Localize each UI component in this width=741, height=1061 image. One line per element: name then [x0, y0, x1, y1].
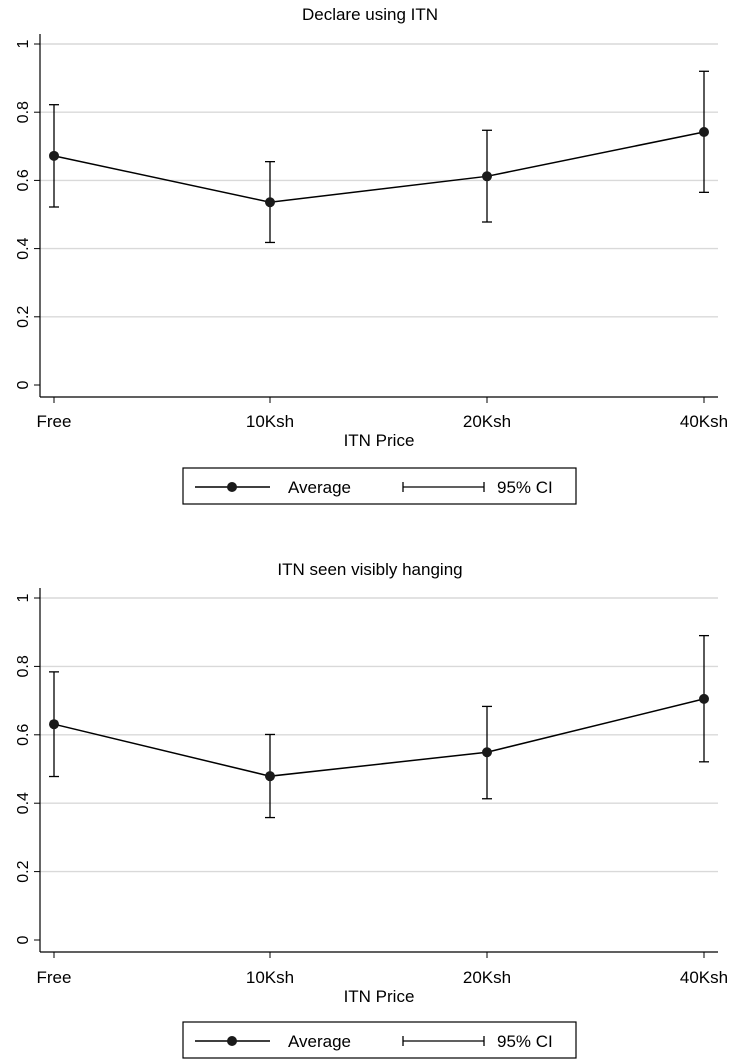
- y-tick-label: 0: [15, 380, 32, 389]
- x-tick-label: 40Ksh: [680, 412, 728, 431]
- chart-panel-hanging: ITN seen visibly hanging 0 0.2 0.4 0.6 0.8 1 Fr…: [15, 560, 728, 1059]
- data-point: [482, 171, 492, 182]
- data-point: [265, 197, 275, 208]
- x-axis-label: ITN Price: [344, 431, 415, 450]
- chart-title: Declare using ITN: [302, 5, 438, 24]
- chart-panel-declare: Declare using ITN 0 0.2 0.4 0.6 0.8 1 Free 10Ksh…: [15, 5, 728, 505]
- series-line-average: [53, 131, 705, 203]
- y-tick-label: 1: [15, 593, 32, 602]
- legend-label-ci: 95% CI: [497, 1032, 553, 1051]
- x-tick-label: Free: [37, 968, 72, 987]
- y-tick-label: 0.6: [15, 724, 32, 746]
- y-tick-label: 0.4: [15, 792, 32, 814]
- x-tick-label: 10Ksh: [246, 412, 294, 431]
- data-point: [699, 126, 709, 137]
- legend-average-marker: [227, 482, 237, 492]
- y-tick-label: 0.2: [15, 306, 32, 328]
- y-tick-label: 0.8: [15, 655, 32, 677]
- x-tick-label: 40Ksh: [680, 968, 728, 987]
- legend-box: [182, 1021, 577, 1059]
- legend-label-average: Average: [288, 478, 351, 497]
- legend-average-marker: [227, 1036, 237, 1046]
- data-point: [265, 771, 275, 782]
- x-tick-label: Free: [37, 412, 72, 431]
- x-tick-label: 20Ksh: [463, 412, 511, 431]
- data-point: [49, 150, 59, 161]
- y-tick-label: 0.8: [15, 101, 32, 123]
- series-line-average: [53, 698, 705, 777]
- x-axis-label: ITN Price: [344, 987, 415, 1006]
- x-tick-label: 20Ksh: [463, 968, 511, 987]
- y-tick-label: 0.6: [15, 169, 32, 191]
- legend-label-ci: 95% CI: [497, 478, 553, 497]
- legend-label-average: Average: [288, 1032, 351, 1051]
- y-tick-label: 1: [15, 39, 32, 48]
- x-tick-label: 10Ksh: [246, 968, 294, 987]
- data-point: [699, 693, 709, 704]
- data-point: [49, 719, 59, 730]
- y-tick-label: 0.2: [15, 860, 32, 882]
- y-tick-label: 0: [15, 935, 32, 944]
- legend-box: [182, 467, 577, 505]
- y-tick-label: 0.4: [15, 237, 32, 259]
- data-point: [482, 747, 492, 758]
- chart-title: ITN seen visibly hanging: [277, 560, 462, 579]
